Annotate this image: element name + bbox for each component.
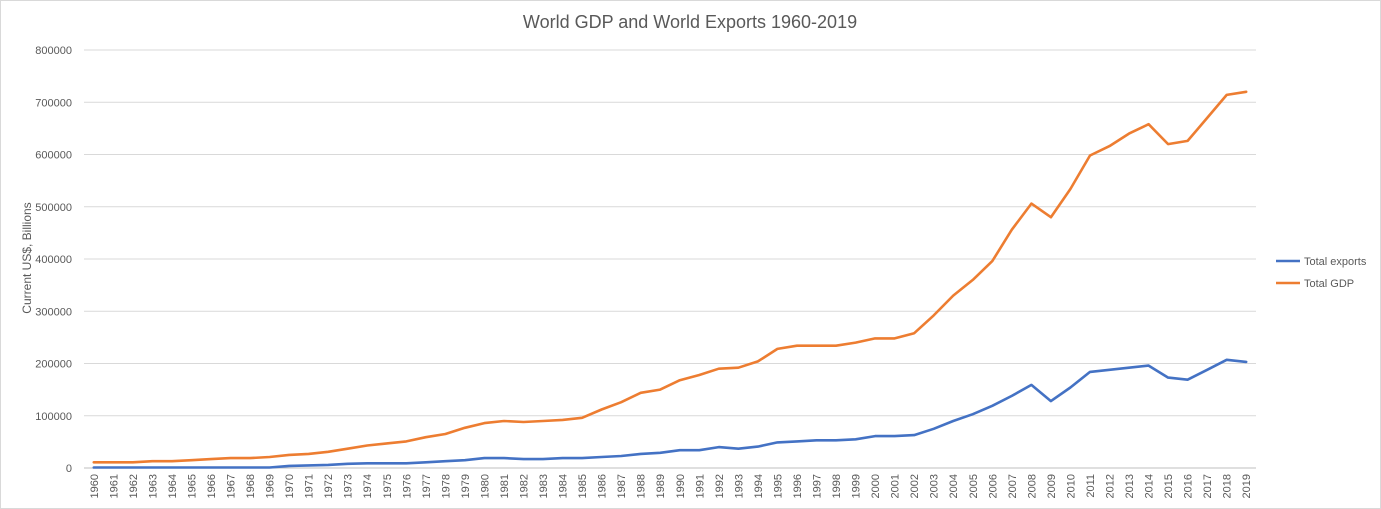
x-tick-label: 1997	[812, 474, 824, 498]
x-tick-label: 1963	[147, 474, 159, 498]
x-tick-label: 1966	[206, 474, 218, 498]
x-tick-label: 1993	[733, 474, 745, 498]
x-tick-label: 2007	[1007, 474, 1019, 498]
x-tick-label: 1962	[128, 474, 140, 498]
x-tick-label: 1979	[460, 474, 472, 498]
x-tick-label: 1968	[245, 474, 257, 498]
x-tick-label: 2018	[1222, 474, 1234, 498]
x-tick-label: 1981	[499, 474, 511, 498]
x-tick-label: 1971	[304, 474, 316, 498]
legend-item[interactable]: Total GDP	[1276, 278, 1354, 290]
x-tick-label: 2004	[948, 474, 960, 498]
x-tick-label: 1965	[186, 474, 198, 498]
x-tick-label: 2003	[929, 474, 941, 498]
y-axis-ticks: 0 100000 200000 300000 400000 500000 600000 700…	[35, 45, 72, 475]
y-tick-label: 500000	[35, 202, 72, 214]
x-tick-label: 1985	[577, 474, 589, 498]
x-tick-label: 1964	[167, 474, 179, 498]
x-tick-label: 1996	[792, 474, 804, 498]
x-tick-label: 2011	[1085, 474, 1097, 498]
x-tick-label: 1989	[655, 474, 667, 498]
x-tick-label: 2001	[890, 474, 902, 498]
legend-item[interactable]: Total exports	[1276, 256, 1367, 268]
x-tick-label: 1994	[753, 474, 765, 498]
x-tick-label: 1967	[226, 474, 238, 498]
x-tick-label: 2013	[1124, 474, 1136, 498]
series-line-total-exports	[92, 358, 1248, 469]
x-tick-label: 1975	[382, 474, 394, 498]
y-tick-label: 300000	[35, 306, 72, 318]
x-tick-label: 2002	[909, 474, 921, 498]
x-tick-label: 1982	[519, 474, 531, 498]
x-tick-label: 2019	[1241, 474, 1253, 498]
x-tick-label: 2000	[870, 474, 882, 498]
x-tick-label: 1980	[479, 474, 491, 498]
x-tick-label: 1987	[616, 474, 628, 498]
x-tick-label: 2008	[1026, 474, 1038, 498]
legend-label: Total GDP	[1304, 278, 1354, 290]
x-tick-label: 1986	[597, 474, 609, 498]
y-tick-label: 800000	[35, 45, 72, 57]
x-tick-label: 1983	[538, 474, 550, 498]
x-tick-label: 1990	[675, 474, 687, 498]
x-tick-label: 1977	[421, 474, 433, 498]
x-tick-label: 1961	[108, 474, 120, 498]
x-tick-label: 2016	[1183, 474, 1195, 498]
y-tick-label: 600000	[35, 150, 72, 162]
x-tick-label: 2009	[1046, 474, 1058, 498]
x-tick-label: 1970	[284, 474, 296, 498]
x-tick-label: 1992	[714, 474, 726, 498]
x-tick-label: 1978	[440, 474, 452, 498]
y-tick-label: 700000	[35, 97, 72, 109]
x-tick-label: 1976	[401, 474, 413, 498]
legend-label: Total exports	[1304, 256, 1367, 268]
x-tick-label: 1974	[362, 474, 374, 498]
x-tick-label: 1969	[265, 474, 277, 498]
plot-series	[92, 90, 1248, 469]
x-tick-label: 1991	[694, 474, 706, 498]
x-tick-label: 2005	[968, 474, 980, 498]
y-tick-label: 200000	[35, 359, 72, 371]
x-tick-label: 1998	[831, 474, 843, 498]
x-tick-label: 2006	[987, 474, 999, 498]
x-tick-label: 2010	[1065, 474, 1077, 498]
x-tick-label: 1972	[323, 474, 335, 498]
x-tick-label: 1988	[636, 474, 648, 498]
x-tick-label: 1999	[851, 474, 863, 498]
x-tick-label: 2015	[1163, 474, 1175, 498]
x-tick-label: 2014	[1144, 474, 1156, 498]
x-tick-label: 1960	[89, 474, 101, 498]
x-tick-label: 2012	[1105, 474, 1117, 498]
x-tick-label: 1973	[343, 474, 355, 498]
x-tick-label: 2017	[1202, 474, 1214, 498]
y-axis-label: Current US$, Billions	[20, 202, 34, 313]
x-tick-label: 1984	[558, 474, 570, 498]
y-tick-label: 400000	[35, 254, 72, 266]
x-tick-label: 1995	[772, 474, 784, 498]
legend[interactable]: Total exports Total GDP	[1276, 256, 1367, 290]
y-tick-label: 100000	[35, 411, 72, 423]
chart-title: World GDP and World Exports 1960-2019	[523, 12, 857, 32]
series-line-total-gdp	[92, 90, 1248, 464]
y-tick-label: 0	[66, 463, 72, 475]
gridlines	[84, 49, 1256, 469]
